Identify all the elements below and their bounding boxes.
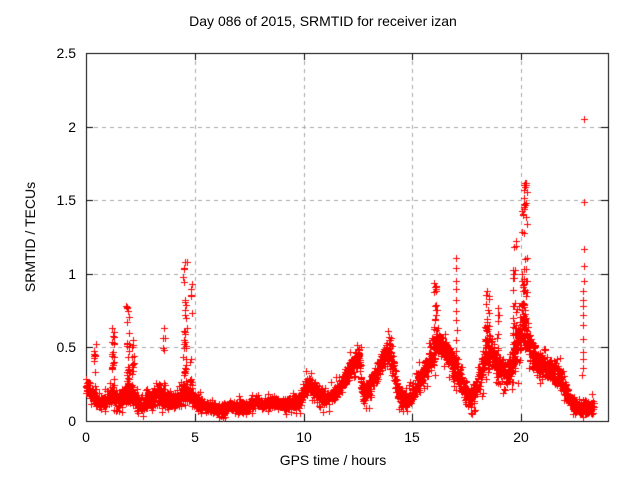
x-tick-label: 0 bbox=[82, 429, 90, 445]
y-tick-label: 0 bbox=[68, 413, 76, 429]
x-tick-label: 5 bbox=[191, 429, 199, 445]
x-tick-label: 20 bbox=[513, 429, 529, 445]
chart-title: Day 086 of 2015, SRMTID for receiver iza… bbox=[189, 13, 457, 29]
y-tick-label: 1.5 bbox=[56, 192, 76, 208]
y-tick-label: 1 bbox=[68, 266, 76, 282]
x-tick-label: 15 bbox=[404, 429, 420, 445]
x-tick-label: 10 bbox=[296, 429, 312, 445]
x-axis-label: GPS time / hours bbox=[279, 452, 387, 468]
y-tick-label: 0.5 bbox=[56, 339, 76, 355]
y-tick-label: 2.5 bbox=[56, 45, 76, 61]
y-tick-label: 2 bbox=[68, 119, 76, 135]
